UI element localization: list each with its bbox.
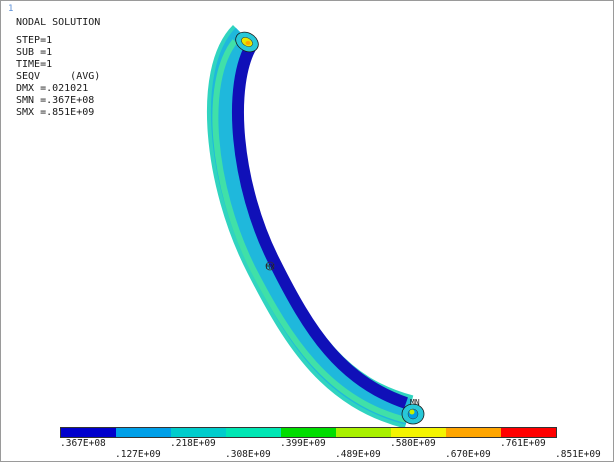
legend-swatch (171, 428, 226, 437)
legend-swatch (61, 428, 116, 437)
pipe-band-mid (210, 27, 413, 425)
legend-swatch (501, 428, 556, 437)
legend-swatch (391, 428, 446, 437)
mn-marker-label: MN (410, 398, 420, 407)
result-item-label: SEQV (AVG) (16, 71, 101, 82)
time-label: TIME=1 (16, 59, 53, 70)
smn-label: SMN =.367E+08 (16, 95, 95, 106)
legend-swatch (281, 428, 336, 437)
legend-swatch (446, 428, 501, 437)
legend-swatch (336, 428, 391, 437)
legend-swatch (226, 428, 281, 437)
mx-marker: MX (265, 261, 275, 271)
sub-label: SUB =1 (16, 47, 53, 58)
pipe-band-inner (231, 39, 408, 409)
solution-info-block: NODAL SOLUTION STEP=1 SUB =1 TIME=1 SEQV… (16, 17, 100, 119)
window-number: 1 (8, 4, 14, 14)
contour-legend-bar (60, 427, 557, 438)
legend-swatch (116, 428, 171, 437)
dmx-label: DMX =.021021 (16, 83, 89, 94)
smx-label: SMX =.851E+09 (16, 107, 95, 118)
pipe-top-end (235, 31, 259, 53)
pipe-bottom-end (401, 403, 425, 425)
solution-title: NODAL SOLUTION (16, 17, 101, 28)
svg-text:MX: MX (266, 263, 275, 271)
pipe-band-edge (212, 39, 407, 423)
step-label: STEP=1 (16, 35, 53, 46)
